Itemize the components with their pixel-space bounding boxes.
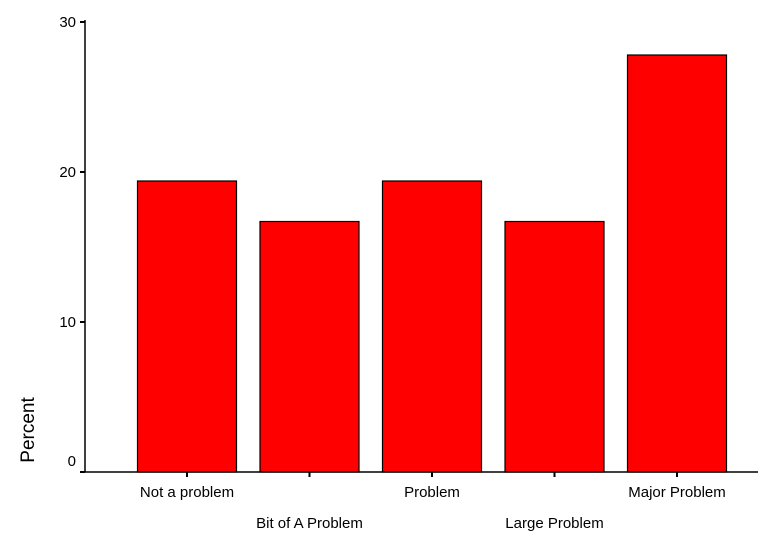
bar <box>626 54 728 473</box>
x-category-label: Major Problem <box>628 484 726 501</box>
x-category-label: Large Problem <box>505 515 603 532</box>
bar <box>136 180 238 473</box>
y-axis-title: Percent <box>18 397 39 463</box>
y-tick-label: 30 <box>59 14 76 31</box>
x-category-label: Problem <box>404 484 460 501</box>
x-category-label: Bit of A Problem <box>256 515 363 532</box>
bar <box>259 220 360 473</box>
x-category-label: Not a problem <box>140 484 234 501</box>
bars-group <box>136 54 728 473</box>
y-tick-label: 10 <box>59 314 76 331</box>
y-tick-label: 20 <box>59 164 76 181</box>
y-axis-ticks: 0 10 20 30 <box>59 14 85 473</box>
y-tick-label: 0 <box>68 453 76 470</box>
bar <box>504 220 605 473</box>
bar <box>381 180 483 473</box>
x-axis-labels: Not a problem Bit of A Problem Problem Larg… <box>140 472 726 532</box>
